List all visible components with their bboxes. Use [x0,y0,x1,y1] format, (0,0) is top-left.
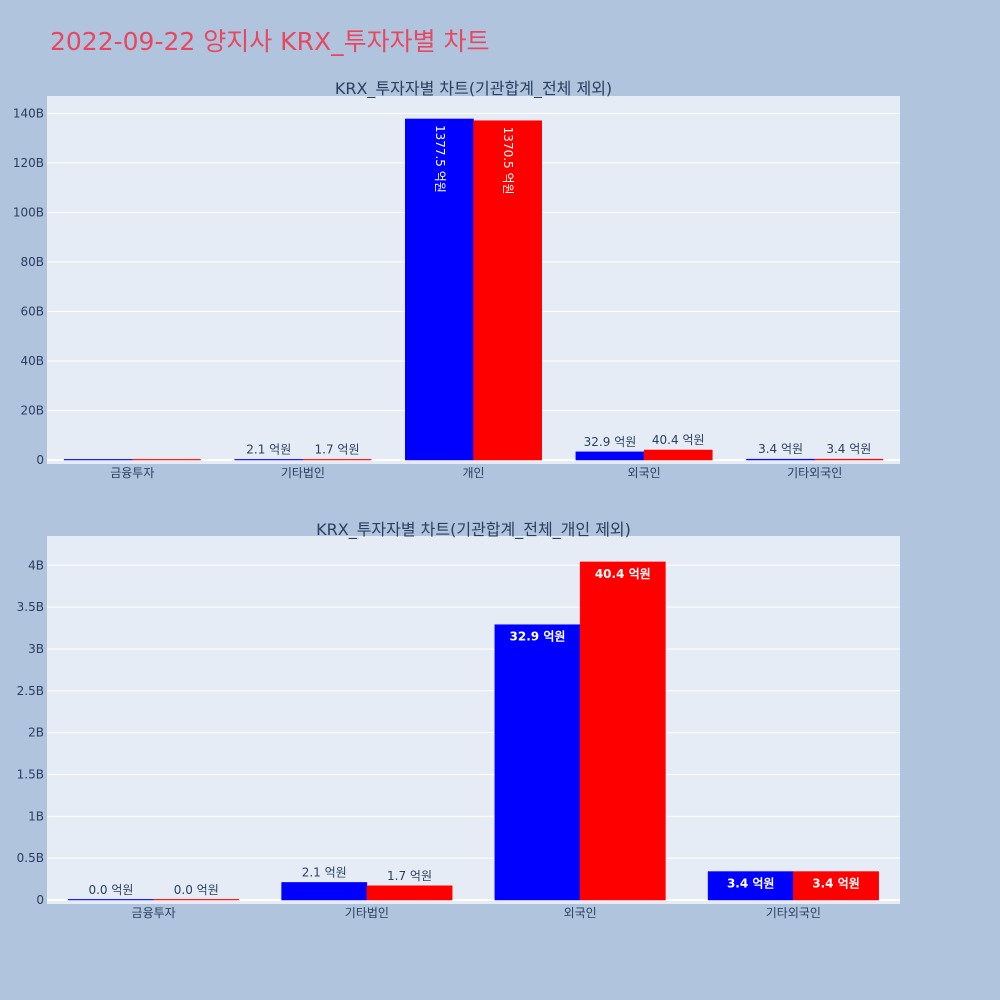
x-tick-label: 기타외국인 [766,906,821,920]
data-label: 1.7 억원 [387,869,432,883]
bar [132,459,201,461]
bar [68,899,154,901]
y-tick-label: 1B [28,809,44,823]
data-label: 1370.5 억원 [501,127,515,195]
page-title: 2022-09-22 양지사 KRX_투자자별 차트 [50,27,490,56]
y-tick-label: 4B [28,558,44,572]
x-tick-label: 기타외국인 [787,466,842,480]
bar [153,899,240,901]
y-tick-label: 40B [20,354,44,368]
data-label: 32.9 억원 [584,435,637,449]
y-tick-label: 0 [36,893,44,907]
data-label: 2.1 억원 [302,865,347,879]
data-label: 3.4 억원 [758,442,803,456]
x-tick-label: 기타법인 [281,466,325,480]
y-tick-label: 2B [28,726,44,740]
x-tick-label: 개인 [462,466,484,480]
chart-title: KRX_투자자별 차트(기관합계_전체 제외) [335,79,612,99]
bar [793,871,879,901]
data-label: 0.0 억원 [174,883,219,897]
y-tick-label: 100B [13,205,44,219]
bar [707,871,794,901]
bar [643,449,713,461]
x-tick-label: 외국인 [564,906,597,920]
x-tick-label: 기타법인 [345,906,389,920]
y-tick-label: 60B [20,304,44,318]
y-tick-label: 80B [20,255,44,269]
bar [405,118,474,461]
bar [366,885,453,901]
y-tick-label: 3B [28,642,44,656]
bar [579,561,666,901]
bar [494,624,581,901]
bar [281,882,368,901]
data-label: 32.9 억원 [510,630,566,644]
data-label: 3.4 억원 [727,877,775,891]
bar [575,451,645,461]
data-label: 3.4 억원 [826,442,871,456]
chart-2: KRX_투자자별 차트(기관합계_전체_개인 제외) 0 0.5B 1B 1.5B 2B 2… [17,520,900,920]
data-label: 40.4 억원 [652,433,705,447]
y-tick-label: 20B [20,403,44,417]
plot-area [47,536,900,904]
y-tick-label: 3.5B [17,600,44,614]
chart-title: KRX_투자자별 차트(기관합계_전체_개인 제외) [316,520,631,540]
bar [814,458,884,461]
data-label: 0.0 억원 [88,883,133,897]
y-tick-label: 1.5B [17,767,44,781]
bar [302,459,372,461]
data-label: 1377.5 억원 [433,125,447,193]
data-label: 40.4 억원 [595,567,651,581]
y-tick-label: 0 [36,453,44,467]
chart-1: KRX_투자자별 차트(기관합계_전체 제외) 0 20B 40B 60B 80B 100B… [13,79,900,480]
data-label: 2.1 억원 [246,442,291,456]
bar [234,459,304,461]
y-tick-label: 140B [13,106,44,120]
x-tick-label: 외국인 [628,466,661,480]
y-tick-label: 120B [13,156,44,170]
bar [473,120,542,461]
x-tick-label: 금융투자 [132,906,176,920]
bar [63,459,133,461]
x-tick-label: 금융투자 [110,466,154,480]
data-label: 3.4 억원 [812,877,860,891]
data-label: 1.7 억원 [315,443,360,457]
bar [746,458,815,461]
y-tick-label: 0.5B [17,851,44,865]
y-tick-label: 2.5B [17,684,44,698]
